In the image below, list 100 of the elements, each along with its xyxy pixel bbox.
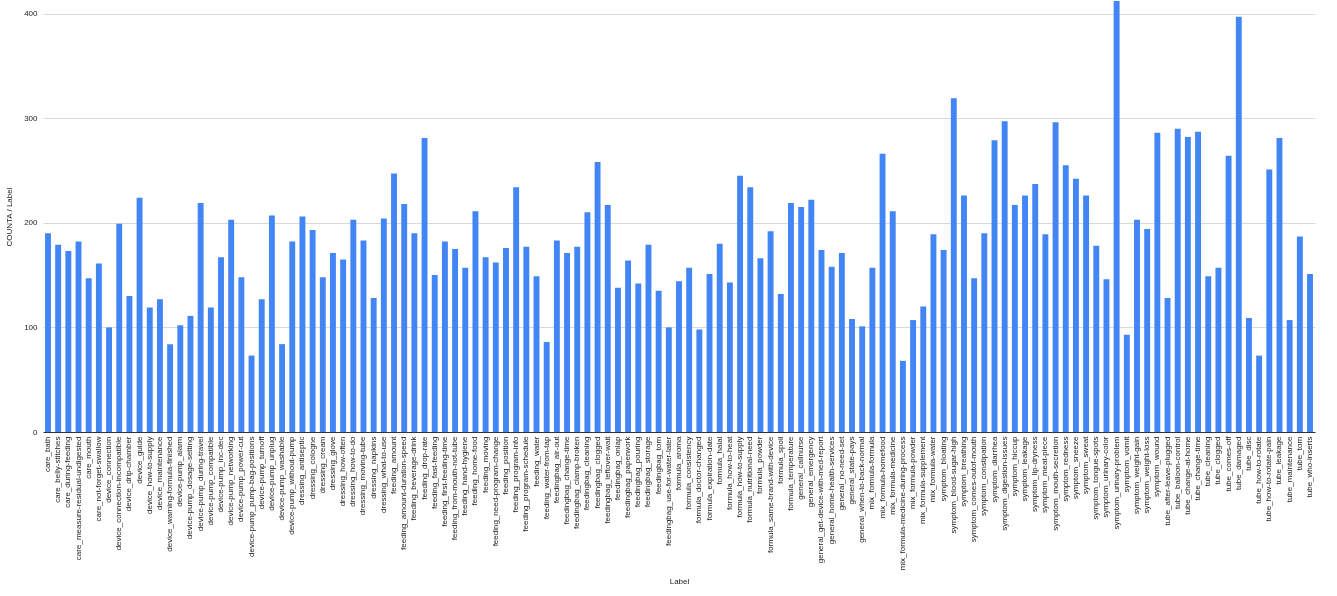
bar [146, 307, 153, 432]
x-tick-label: symptom_redness [1060, 436, 1070, 502]
bar [228, 219, 235, 432]
x-axis-title: Label [669, 577, 690, 587]
x-tick-label: symptom_meat-piece [1040, 435, 1050, 513]
x-tick-label: feeding_need-program-change [490, 435, 500, 547]
x-tick-label: symptom_blood-sugar-high [948, 436, 958, 534]
bar [391, 173, 397, 432]
x-tick-label: feedingbag_clamp-broken [572, 436, 582, 530]
bar [849, 319, 855, 432]
y-tick-label: 400 [24, 9, 39, 19]
bar [1032, 184, 1039, 432]
x-tick-label: device-pump_turnoff [256, 435, 266, 510]
bar [910, 320, 917, 432]
bar [1134, 219, 1140, 432]
y-tick-label: 200 [24, 218, 39, 228]
x-tick-label: care_during-feeding [63, 436, 73, 508]
x-tick-label: dressing_antiseptic [297, 436, 307, 505]
x-tick-label: symptom_weight-gain [1131, 436, 1141, 515]
bar [564, 253, 570, 432]
bar [788, 202, 794, 432]
bar [594, 162, 601, 432]
bar [553, 240, 560, 432]
bar [330, 253, 336, 432]
x-tick-label: symptom_urinary-color [1101, 436, 1111, 518]
x-tick-label: general_when-to-back-normal [857, 436, 867, 543]
x-tick-label: device-pump_pump-bag-positions [246, 436, 256, 558]
x-tick-label: feeding_water-from-tap [541, 435, 551, 520]
bar [482, 257, 489, 432]
x-tick-label: tube_maintenance [1284, 435, 1294, 503]
bar [981, 233, 988, 432]
y-tick-label: 100 [24, 322, 39, 332]
x-tick-label: formula_spoil [775, 436, 785, 485]
x-tick-label: feeding_program-schedule [521, 435, 531, 532]
x-tick-label: device_how-to-supply [144, 436, 154, 514]
bar [452, 248, 459, 432]
bar [655, 290, 662, 432]
x-tick-label: feedingbag_air-out [551, 435, 561, 504]
bar [207, 307, 214, 432]
bar [920, 306, 927, 432]
x-tick-label: symptom_sweat [1081, 435, 1091, 495]
x-tick-label: device-pump_unplug [266, 436, 276, 511]
x-tick-label: tube_comes-off [1223, 435, 1233, 492]
bar [1184, 137, 1191, 432]
x-tick-label: dressing_glove [327, 435, 337, 491]
x-tick-label: symptom_breathing [958, 436, 968, 507]
x-tick-label: feedingbag_paperwork [623, 435, 633, 518]
bar [462, 267, 469, 432]
bar [1215, 267, 1222, 432]
x-tick-label: feedingbag_clogged [592, 436, 602, 509]
x-tick-label: symptom_hiccup [1009, 435, 1019, 497]
x-tick-label: mix_formula-medicine-during-process [897, 436, 907, 571]
bar [604, 204, 611, 432]
x-tick-label: device-pump_power-cut [236, 435, 246, 522]
x-tick-label: mix_formula-medicine [887, 435, 897, 515]
bar [513, 187, 520, 432]
x-tick-label: feedingbag_change-time [562, 435, 572, 525]
bar [350, 219, 357, 432]
x-tick-label: general_no-need-set [836, 435, 846, 511]
bar [1225, 155, 1232, 432]
x-tick-label: device_drip-chamber [124, 436, 134, 512]
x-tick-label: general_state-pays [847, 436, 857, 505]
x-tick-label: general_home-health-services [826, 436, 836, 545]
x-tick-label: device_guide [134, 435, 144, 484]
bar [238, 277, 245, 432]
bar [1093, 245, 1100, 432]
bar [747, 187, 754, 432]
x-tick-label: tube_cleaning [1203, 436, 1213, 487]
x-tick-label: feeding_beverage-drink [409, 435, 419, 521]
x-tick-label: care_mouth [83, 436, 93, 479]
x-tick-label: device-pump_networking [226, 436, 236, 526]
bar [472, 211, 479, 432]
x-tick-label: tube_disc [1243, 436, 1253, 471]
x-tick-label: feeding_drop-rate [419, 435, 429, 500]
x-tick-label: mix_formula-formula [867, 435, 877, 510]
bar [1144, 229, 1151, 432]
bar [1205, 276, 1212, 432]
x-tick-label: tube_after-leave-plugged [1162, 436, 1172, 526]
bar [625, 260, 632, 432]
x-tick-label: formula_halal [714, 436, 724, 485]
x-tick-label: formula_consistency [684, 436, 694, 510]
bar [676, 281, 682, 432]
bar [798, 207, 805, 432]
bar [411, 233, 418, 432]
bar [1042, 234, 1049, 432]
x-tick-label: care_not-forget-swallow [93, 436, 103, 522]
bar [950, 98, 957, 432]
y-tick-label: 0 [33, 427, 39, 437]
bar [126, 296, 133, 432]
x-tick-label: device_warning-formula-finished [165, 436, 175, 552]
bar [737, 175, 744, 432]
x-tick-label: dressing_napkins [368, 436, 378, 499]
bar [167, 344, 174, 432]
x-tick-label: feeding_moving [480, 436, 490, 493]
x-tick-label: device-pump_during-travel [195, 436, 205, 532]
bar [838, 253, 845, 432]
bar [828, 266, 835, 432]
bar [492, 262, 499, 432]
bar [106, 327, 112, 432]
x-tick-label: formula_how-to-supply [735, 436, 745, 518]
